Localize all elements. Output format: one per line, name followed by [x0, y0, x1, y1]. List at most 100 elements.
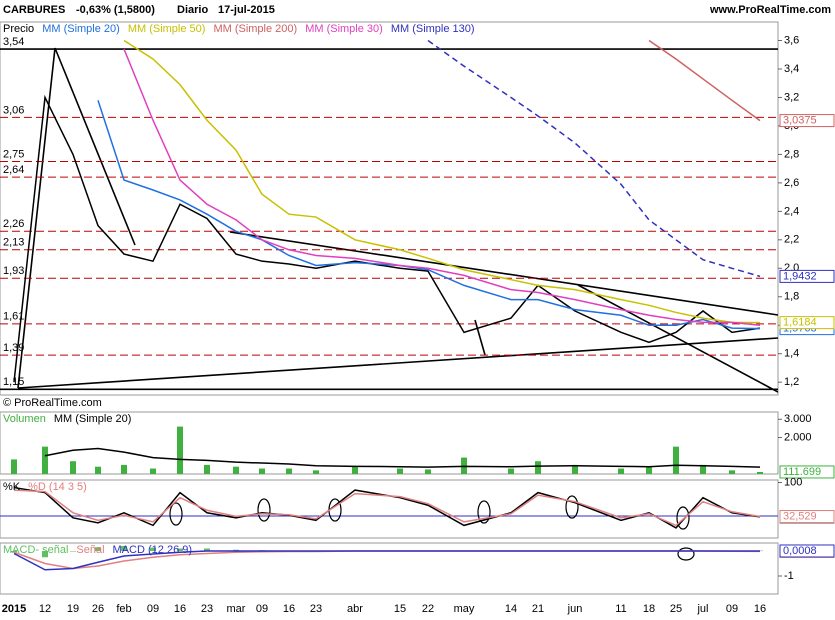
y-tick-label: 3,6 [784, 34, 799, 46]
series-line [13, 94, 761, 383]
panel-marks [11, 426, 763, 474]
value-label-box [779, 510, 835, 524]
x-tick-label: 09 [256, 603, 268, 615]
bar [11, 551, 17, 553]
level-label: 2,64 [3, 164, 24, 176]
value-label-box [779, 544, 835, 558]
bar [729, 470, 735, 474]
x-tick-label: 15 [394, 603, 406, 615]
level-label: 2,13 [3, 237, 24, 249]
series-line [427, 39, 761, 278]
period: Diario [177, 4, 208, 16]
y-tick-label: 1,4 [784, 348, 799, 360]
bar [259, 468, 265, 474]
bar [11, 459, 17, 474]
value-label: 0,0008 [783, 545, 817, 557]
legend-entry: %K [3, 481, 21, 493]
bar [42, 446, 48, 474]
bar [286, 468, 292, 474]
x-tick-label: abr [347, 603, 363, 615]
x-tick-label: 16 [754, 603, 766, 615]
x-tick-label: 09 [726, 603, 738, 615]
x-tick-label: may [454, 603, 475, 615]
x-tick-label: 23 [310, 603, 322, 615]
bar [70, 461, 76, 474]
x-tick-label: 25 [670, 603, 682, 615]
y-tick-label: 3.000 [784, 413, 812, 425]
y-tick-label: 3,4 [784, 63, 799, 75]
panel-marks [0, 39, 778, 391]
y-tick-label: 2,6 [784, 177, 799, 189]
legend-entry: MM (Simple 130) [391, 23, 475, 35]
bar [352, 466, 358, 474]
level-label: 1,39 [3, 342, 24, 354]
x-tick-label: 09 [147, 603, 159, 615]
bar [150, 468, 156, 474]
bar [95, 466, 101, 474]
bar [177, 426, 183, 474]
y-tick-label: 100 [784, 476, 802, 488]
series-line [123, 48, 761, 326]
bar [42, 551, 48, 558]
value-label-box [779, 316, 835, 330]
x-tick-label: 23 [201, 603, 213, 615]
value-label: 3,0375 [783, 114, 817, 126]
legend-entry: Volumen [3, 413, 46, 425]
bar [95, 547, 101, 551]
bar [673, 446, 679, 474]
bar [233, 466, 239, 474]
level-label: 3,06 [3, 104, 24, 116]
series-line [648, 39, 761, 122]
y-tick-label: 2,8 [784, 148, 799, 160]
date: 17-jul-2015 [218, 4, 275, 16]
bar [425, 469, 431, 474]
x-tick-label: 16 [174, 603, 186, 615]
bar [397, 468, 403, 474]
panel-marks [13, 486, 761, 529]
y-tick-label: 2,4 [784, 205, 799, 217]
value-label: 1,9432 [783, 270, 817, 282]
bar [646, 466, 652, 474]
legend-entry: MM (Simple 20) [42, 23, 120, 35]
bar [313, 470, 319, 474]
value-label-box [779, 269, 835, 283]
bar [757, 471, 763, 474]
x-tick-label: 14 [505, 603, 517, 615]
trendlines [17, 47, 778, 393]
x-tick-label: 2015 [2, 603, 26, 615]
volume-panel [0, 411, 779, 475]
legend-entry: MM (Simple 200) [213, 23, 297, 35]
x-tick-label: feb [116, 603, 131, 615]
panel-marks [11, 546, 763, 571]
symbol: CARBURES [3, 4, 65, 16]
y-tick-label: 2,2 [784, 234, 799, 246]
series-line [123, 39, 761, 324]
x-tick-label: jul [696, 603, 708, 615]
value-label-box [779, 465, 835, 479]
legend-entry: MACD- señal [3, 544, 68, 556]
x-tick-label: jun [567, 603, 583, 615]
bar [535, 461, 541, 474]
copyright: © ProRealTime.com [3, 397, 102, 409]
level-label: 1,15 [3, 376, 24, 388]
bar [121, 546, 127, 551]
bar [204, 548, 210, 551]
x-tick-label: 12 [39, 603, 51, 615]
change: -0,63% (1,5800) [76, 4, 155, 16]
level-label: 1,93 [3, 265, 24, 277]
legend-entry: Señal [76, 544, 104, 556]
level-label: 3,54 [3, 36, 24, 48]
legend-entry: MM (Simple 20) [54, 413, 132, 425]
y-tick-label: 1,2 [784, 376, 799, 388]
stoch-panel [0, 479, 779, 539]
bar [121, 464, 127, 474]
x-tick-label: 11 [615, 603, 626, 615]
value-label: 1,6184 [783, 317, 817, 329]
value-label: 32,529 [783, 510, 817, 522]
level-label: 2,75 [3, 148, 24, 160]
x-tick-label: 16 [283, 603, 295, 615]
bar [618, 468, 624, 474]
y-tick-label: 3,2 [784, 91, 799, 103]
x-tick-label: 19 [67, 603, 79, 615]
